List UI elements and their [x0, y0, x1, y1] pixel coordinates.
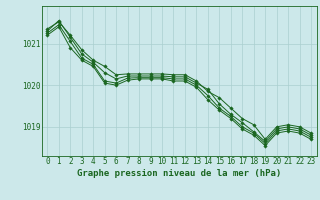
X-axis label: Graphe pression niveau de la mer (hPa): Graphe pression niveau de la mer (hPa) — [77, 169, 281, 178]
